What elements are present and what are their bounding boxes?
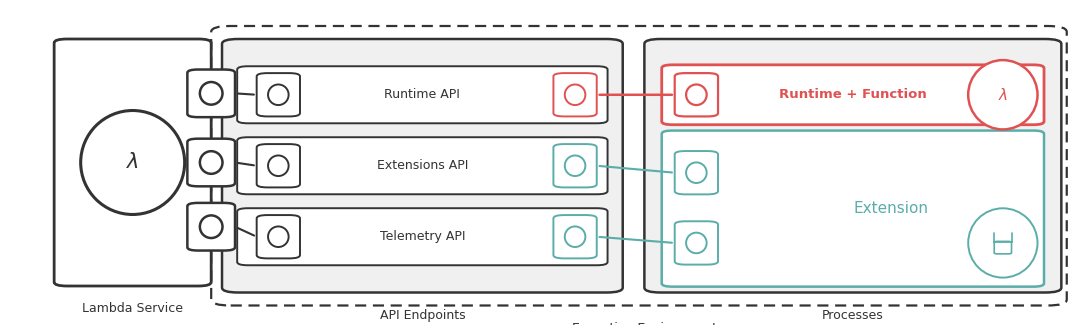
Ellipse shape: [968, 60, 1038, 129]
FancyBboxPatch shape: [222, 39, 623, 292]
FancyBboxPatch shape: [187, 70, 235, 117]
Ellipse shape: [564, 155, 585, 176]
Ellipse shape: [687, 84, 706, 105]
Text: Execution Environment: Execution Environment: [572, 322, 717, 325]
FancyBboxPatch shape: [675, 221, 718, 265]
Text: Processes: Processes: [822, 309, 884, 322]
Ellipse shape: [200, 82, 222, 105]
FancyBboxPatch shape: [187, 139, 235, 186]
Ellipse shape: [200, 215, 222, 238]
Text: $\lambda$: $\lambda$: [126, 152, 140, 173]
FancyBboxPatch shape: [257, 73, 300, 116]
FancyBboxPatch shape: [644, 39, 1061, 292]
Ellipse shape: [200, 151, 222, 174]
Text: Runtime API: Runtime API: [384, 88, 460, 101]
Ellipse shape: [687, 162, 706, 183]
FancyBboxPatch shape: [662, 65, 1044, 125]
Text: Telemetry API: Telemetry API: [380, 230, 465, 243]
FancyBboxPatch shape: [54, 39, 211, 286]
Text: Runtime + Function: Runtime + Function: [779, 88, 927, 101]
Ellipse shape: [564, 227, 585, 247]
Ellipse shape: [269, 227, 288, 247]
Text: $\lambda$: $\lambda$: [997, 87, 1008, 103]
FancyBboxPatch shape: [237, 208, 608, 265]
FancyBboxPatch shape: [994, 241, 1012, 254]
FancyBboxPatch shape: [675, 151, 718, 194]
Ellipse shape: [80, 111, 184, 214]
FancyBboxPatch shape: [257, 215, 300, 258]
FancyBboxPatch shape: [237, 66, 608, 123]
FancyBboxPatch shape: [675, 73, 718, 116]
Text: Extensions API: Extensions API: [377, 159, 468, 172]
Ellipse shape: [687, 233, 706, 253]
Ellipse shape: [269, 84, 288, 105]
FancyBboxPatch shape: [237, 137, 608, 194]
FancyBboxPatch shape: [553, 215, 597, 258]
Text: Extension: Extension: [853, 201, 928, 216]
Text: API Endpoints: API Endpoints: [379, 309, 466, 322]
FancyBboxPatch shape: [187, 203, 235, 251]
Ellipse shape: [968, 208, 1038, 278]
FancyBboxPatch shape: [553, 73, 597, 116]
FancyBboxPatch shape: [553, 144, 597, 188]
FancyBboxPatch shape: [662, 131, 1044, 287]
FancyBboxPatch shape: [257, 144, 300, 188]
Text: Lambda Service: Lambda Service: [82, 302, 183, 315]
Ellipse shape: [564, 84, 585, 105]
Ellipse shape: [269, 155, 288, 176]
